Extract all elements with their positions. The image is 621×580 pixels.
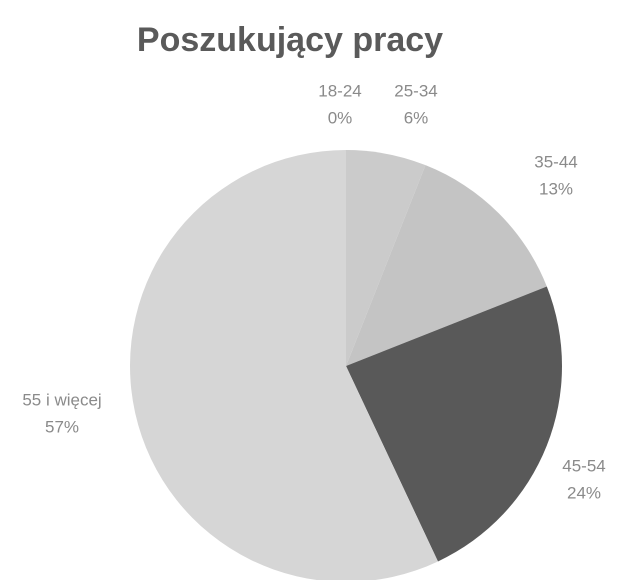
- slice-category-label: 55 i więcej: [22, 390, 101, 409]
- slice-value-label: 6%: [404, 108, 429, 127]
- pie-slice: [346, 286, 562, 562]
- slice-category-label: 18-24: [318, 81, 361, 100]
- slice-value-label: 0%: [328, 108, 353, 127]
- slice-value-label: 13%: [539, 179, 573, 198]
- slice-category-label: 25-34: [394, 81, 437, 100]
- pie-slice: [346, 165, 547, 366]
- pie-slice: [346, 150, 426, 366]
- slice-value-label: 57%: [45, 417, 79, 436]
- slice-category-label: 35-44: [534, 152, 577, 171]
- chart-title: Poszukujący pracy: [137, 21, 443, 59]
- slice-value-label: 24%: [567, 483, 601, 502]
- pie-slice: [130, 150, 438, 580]
- slice-category-label: 45-54: [562, 456, 605, 475]
